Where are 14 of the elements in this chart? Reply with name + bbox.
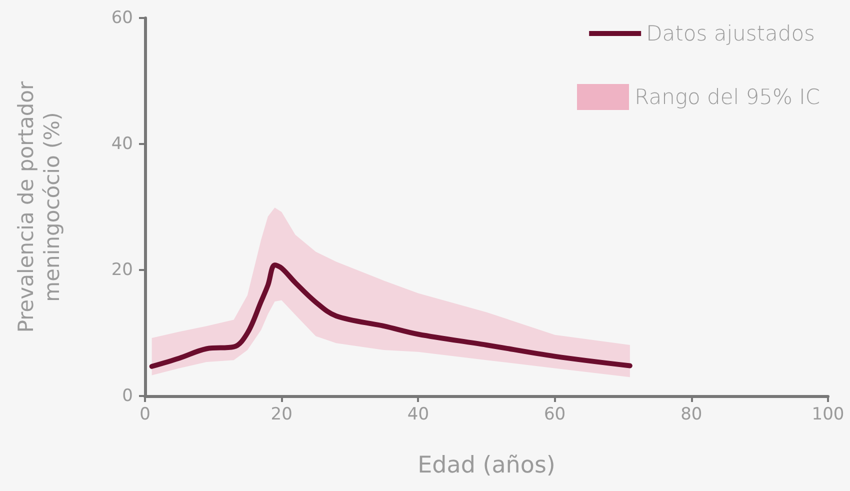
legend-label: Datos ajustados: [646, 22, 816, 46]
x-tick-label: 60: [544, 404, 566, 424]
y-tick-label: 20: [111, 260, 133, 280]
x-tick-label: 100: [812, 404, 844, 424]
x-tick-label: 40: [407, 404, 430, 424]
y-tick-label: 0: [122, 386, 133, 406]
x-axis-title: Edad (años): [418, 452, 556, 478]
annotation: Rango del 95% IC: [634, 85, 820, 109]
x-tick-label: 80: [680, 404, 702, 424]
y-tick-label: 40: [111, 134, 133, 154]
x-tick-label: 20: [270, 404, 292, 424]
y-axis-title: Prevalencia de portador meningocócio (%): [14, 80, 64, 333]
y-tick-label: 60: [111, 8, 133, 28]
x-tick-label: 0: [140, 404, 150, 424]
